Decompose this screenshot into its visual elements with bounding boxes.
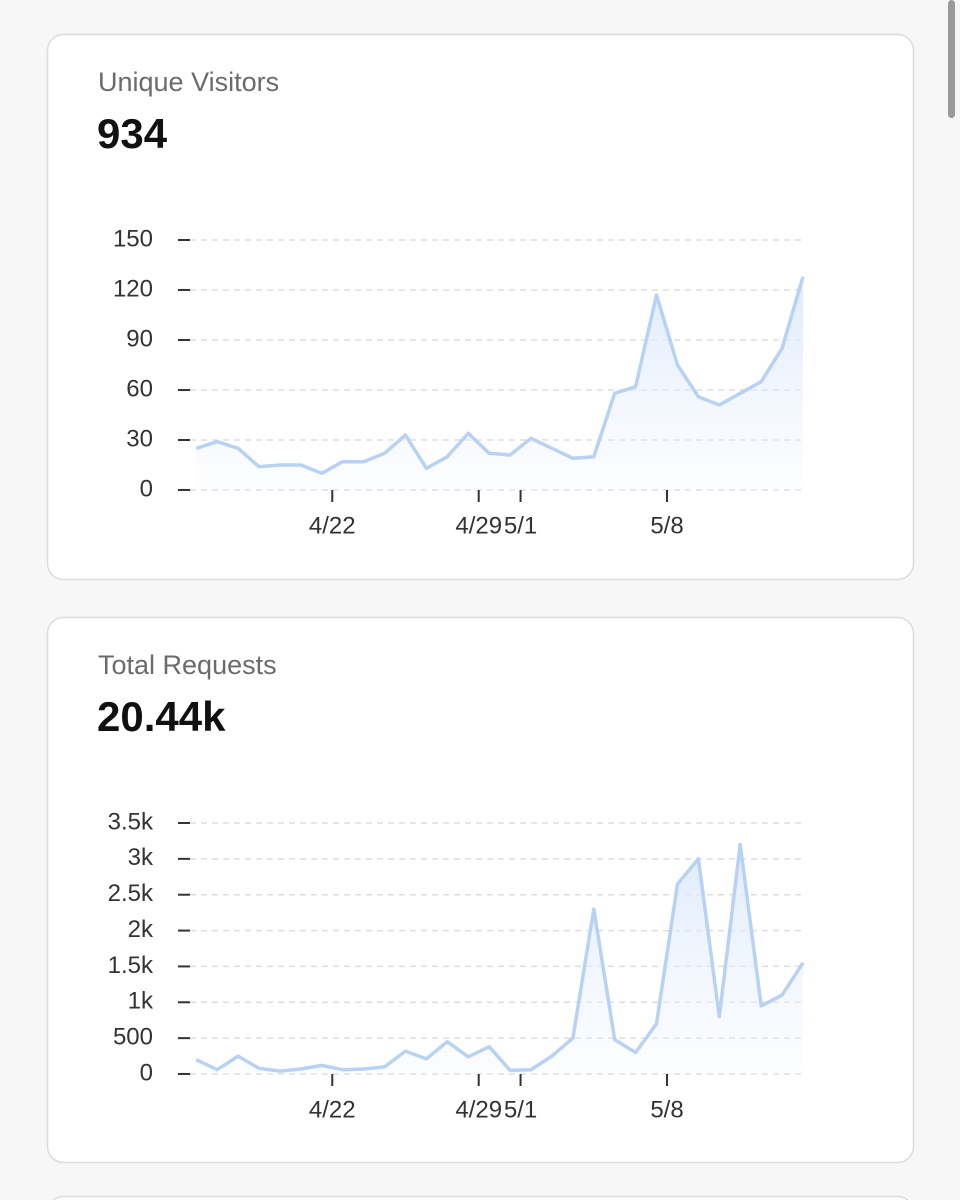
x-tick-label: 4/29 <box>455 512 502 539</box>
x-tick-label: 4/22 <box>309 1096 356 1123</box>
y-tick-label: 3.5k <box>108 808 154 835</box>
area <box>196 276 804 490</box>
line <box>195 276 805 476</box>
y-tick-label: 1.5k <box>108 952 154 979</box>
y-tick-label: 3k <box>128 844 154 871</box>
y-tick-label: 150 <box>113 225 153 252</box>
x-tick-label: 5/8 <box>650 512 683 539</box>
card-title: Total Requests <box>98 650 277 680</box>
scrollbar[interactable] <box>948 0 955 118</box>
y-tick-label: 0 <box>140 1059 153 1086</box>
y-tick-label: 2.5k <box>108 880 154 907</box>
y-tick-label: 500 <box>113 1023 153 1050</box>
x-tick-label: 5/1 <box>504 512 537 539</box>
y-tick-label: 90 <box>126 325 153 352</box>
x-tick-label: 4/22 <box>309 512 356 539</box>
y-tick-label: 120 <box>113 275 153 302</box>
y-tick-label: 0 <box>140 475 153 502</box>
card-value: 934 <box>97 110 168 157</box>
card-title: Unique Visitors <box>98 67 279 97</box>
y-tick-label: 30 <box>126 425 153 452</box>
x-tick-label: 4/29 <box>455 1096 502 1123</box>
card <box>52 1195 909 1200</box>
card-value: 20.44k <box>97 693 226 740</box>
x-tick-label: 5/1 <box>504 1096 537 1123</box>
y-tick-label: 1k <box>128 988 154 1015</box>
y-tick-label: 60 <box>126 375 153 402</box>
line <box>195 842 805 1073</box>
card <box>46 33 915 581</box>
x-tick-label: 5/8 <box>650 1096 683 1123</box>
y-tick-label: 2k <box>128 916 154 943</box>
